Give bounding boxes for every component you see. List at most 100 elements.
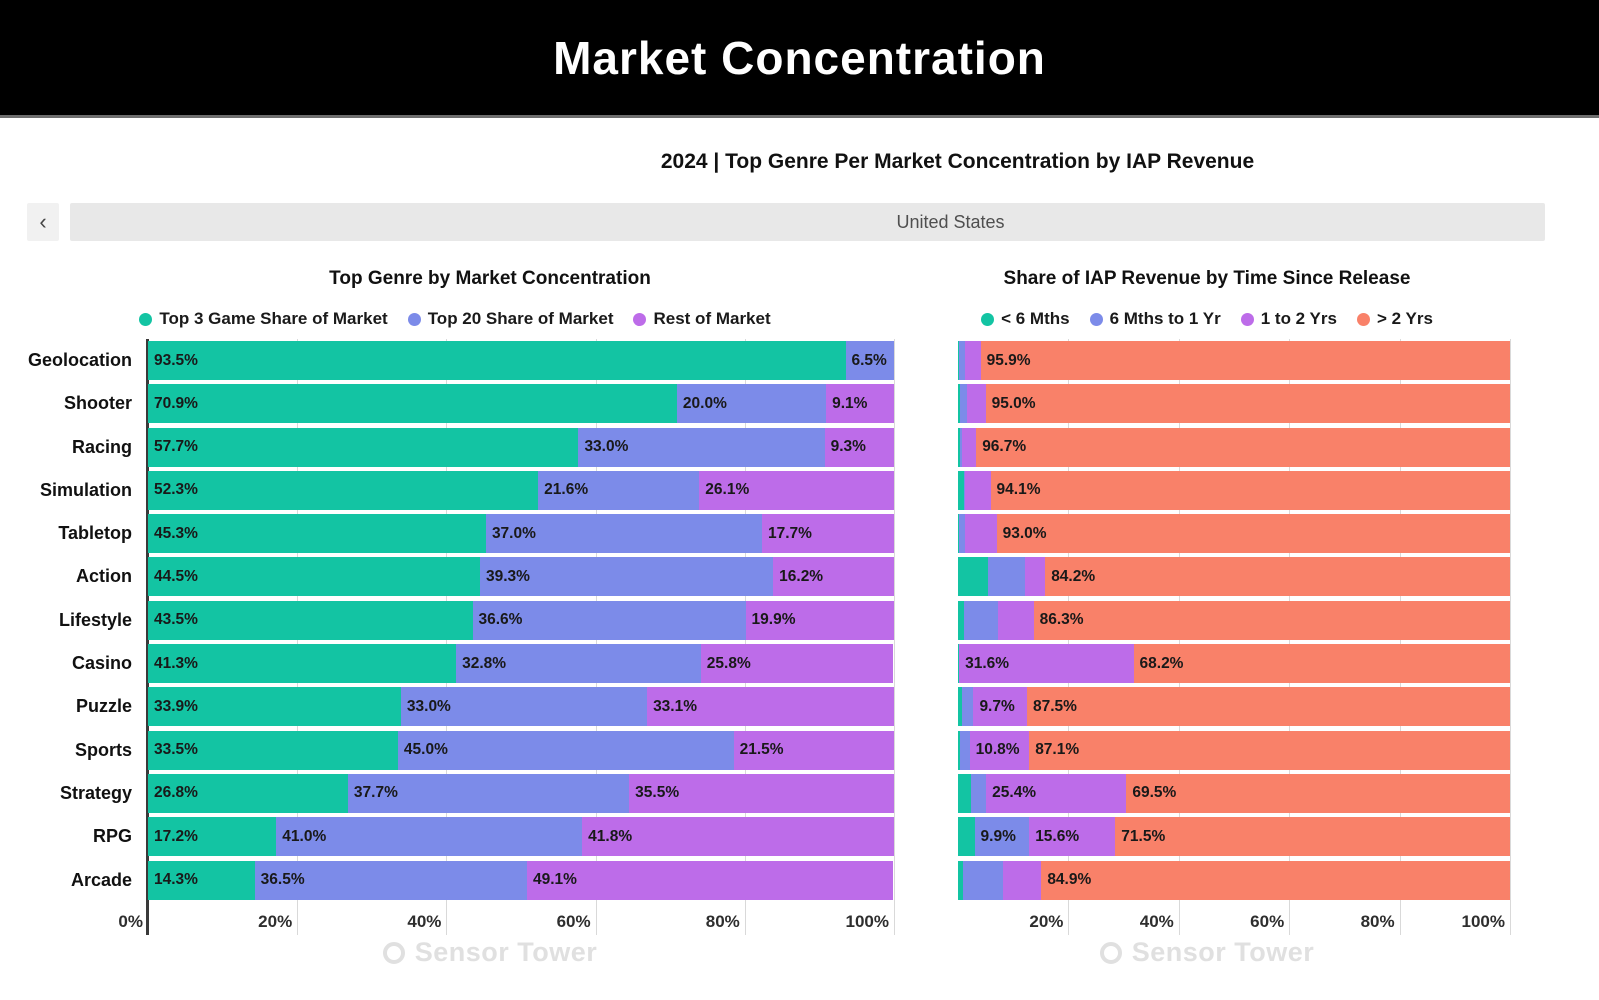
bar-row-tabletop: 45.3% 37.0% 17.7% (148, 514, 894, 554)
legend-item-label: < 6 Mths (1001, 309, 1070, 328)
genre-label-rpg: RPG (92, 826, 132, 847)
segment-value-label: 71.5% (1121, 827, 1166, 845)
bar-segment--6-mths (958, 860, 963, 900)
bar-row-strategy: 26.8% 37.7% 35.5% (148, 773, 894, 813)
bar-segment-top-3-game-share-of-market: 17.2% (148, 817, 277, 857)
bar-row-shooter: 70.9% 20.0% 9.1% (148, 384, 894, 424)
sensor-tower-logo-icon (382, 941, 405, 964)
bar-row-simulation: 94.1% (958, 470, 1510, 510)
legend-item--2-yrs[interactable]: > 2 Yrs (1356, 309, 1433, 329)
segment-value-label: 26.8% (154, 784, 198, 802)
segment-value-label: 9.9% (980, 827, 1016, 845)
segment-value-label: 9.1% (832, 394, 868, 412)
right-chart-x-axis: 20% 40% 60% 80% 100% (958, 912, 1510, 936)
bar-segment-top-3-game-share-of-market: 70.9% (148, 384, 677, 424)
bar-segment--2-yrs: 94.1% (990, 470, 1510, 510)
bar-segment--2-yrs: 68.2% (1133, 644, 1510, 684)
legend-item-label: 6 Mths to 1 Yr (1109, 309, 1221, 328)
bar-row-simulation: 52.3% 21.6% 26.1% (148, 470, 894, 510)
legend-item-top-3-game-share-of-market[interactable]: Top 3 Game Share of Market (139, 309, 388, 329)
genre-label-racing: Racing (71, 436, 132, 457)
segment-value-label: 93.0% (1002, 524, 1047, 542)
segment-value-label: 20.0% (682, 394, 727, 412)
bar-segment-top-3-game-share-of-market: 33.5% (148, 730, 398, 770)
bar-segment--2-yrs: 95.0% (985, 384, 1510, 424)
segment-value-label: 31.6% (965, 654, 1010, 672)
bar-row-racing: 57.7% 33.0% 9.3% (148, 427, 894, 467)
bar-segment--6-mths (958, 470, 964, 510)
genre-label-geolocation: Geolocation (27, 350, 132, 370)
legend-item-6-mths-to-1-yr[interactable]: 6 Mths to 1 Yr (1089, 309, 1221, 329)
bar-row-strategy: 25.4% 69.5% (958, 773, 1510, 813)
gridline-100 (894, 339, 895, 935)
bar-segment--2-yrs: 69.5% (1126, 773, 1510, 813)
bar-segment-6-mths-to-1-yr (970, 773, 987, 813)
segment-value-label: 6.5% (851, 351, 887, 369)
segment-value-label: 21.6% (544, 481, 589, 499)
legend-dot-icon (1356, 312, 1370, 326)
segment-value-label: 95.9% (986, 351, 1031, 369)
bar-row-geolocation: 93.5% 6.5% (148, 341, 894, 380)
legend-item-rest-of-market[interactable]: Rest of Market (633, 309, 771, 329)
bar-row-lifestyle: 43.5% 36.6% 19.9% (148, 600, 894, 640)
bar-row-tabletop: 93.0% (958, 514, 1510, 554)
bar-segment--6-mths (958, 557, 988, 597)
bar-segment-6-mths-to-1-yr (987, 557, 1026, 597)
bar-segment-6-mths-to-1-yr (958, 644, 960, 684)
chevron-left-icon: ‹ (39, 209, 47, 234)
right-chart-plot: 95.9% 95.0% 96.7% 94.1% 93.0% 84.2% 86.3% 31.6%… (958, 341, 1510, 904)
x-tick-label-60: 60% (1250, 912, 1285, 931)
bar-row-sports: 33.5% 45.0% 21.5% (148, 730, 894, 770)
legend-item--6-mths[interactable]: < 6 Mths (981, 309, 1070, 329)
bar-segment-rest-of-market: 33.1% (647, 687, 894, 727)
genre-label-lifestyle: Lifestyle (58, 609, 132, 630)
legend-dot-icon (633, 312, 647, 326)
bar-segment-1-to-2-yrs (965, 470, 991, 510)
segment-value-label: 17.2% (154, 827, 198, 845)
bar-segment--2-yrs: 71.5% (1115, 817, 1510, 857)
genre-label-tabletop: Tabletop (58, 523, 132, 544)
segment-value-label: 87.5% (1032, 697, 1077, 715)
legend-item-1-to-2-yrs[interactable]: 1 to 2 Yrs (1240, 309, 1337, 329)
segment-value-label: 33.1% (653, 697, 698, 715)
legend-item-top-20-share-of-market[interactable]: Top 20 Share of Market (407, 309, 614, 329)
watermark-right: Sensor Tower (1047, 937, 1367, 968)
bar-segment-top-3-game-share-of-market: 52.3% (148, 470, 539, 510)
bar-segment-rest-of-market: 19.9% (745, 600, 894, 640)
bar-segment-top-20-share-of-market: 39.3% (479, 557, 774, 597)
segment-value-label: 84.2% (1051, 567, 1096, 585)
legend-dot-icon (1240, 312, 1254, 326)
bar-segment--2-yrs: 87.1% (1029, 730, 1510, 770)
segment-value-label: 41.0% (282, 827, 327, 845)
legend-dot-icon (407, 312, 421, 326)
legend-item-label: > 2 Yrs (1376, 309, 1433, 328)
bar-segment-top-20-share-of-market: 36.6% (472, 600, 746, 640)
legend-item-label: Top 3 Game Share of Market (159, 309, 388, 328)
segment-value-label: 25.8% (706, 654, 751, 672)
bar-segment-1-to-2-yrs (967, 384, 986, 424)
region-filter-bar[interactable]: United States (70, 203, 1545, 241)
segment-value-label: 39.3% (485, 567, 530, 585)
right-chart-title: Share of IAP Revenue by Time Since Relea… (1003, 268, 1411, 289)
left-chart-y-axis-line (146, 339, 149, 935)
bar-segment--6-mths (958, 773, 971, 813)
left-chart-x-axis: 0% 20% 40% 60% 80% 100% (118, 912, 894, 936)
bar-segment-rest-of-market: 25.8% (700, 644, 894, 684)
back-button[interactable]: ‹ (27, 203, 59, 241)
bar-row-rpg: 9.9% 15.6% 71.5% (958, 817, 1510, 857)
legend-item-label: Top 20 Share of Market (427, 309, 614, 328)
bar-row-arcade: 84.9% (958, 860, 1510, 900)
bar-segment--6-mths (958, 427, 960, 467)
bar-segment-6-mths-to-1-yr (959, 341, 965, 380)
segment-value-label: 96.7% (982, 438, 1027, 456)
bar-segment-top-3-game-share-of-market: 57.7% (148, 427, 579, 467)
bar-segment-6-mths-to-1-yr (959, 427, 962, 467)
legend-dot-icon (139, 312, 153, 326)
bar-segment-6-mths-to-1-yr (959, 514, 965, 554)
segment-value-label: 32.8% (462, 654, 507, 672)
legend-item-label: 1 to 2 Yrs (1260, 309, 1337, 328)
bar-segment-1-to-2-yrs: 15.6% (1029, 817, 1116, 857)
segment-value-label: 35.5% (635, 784, 680, 802)
bar-segment-rest-of-market: 16.2% (773, 557, 894, 597)
x-tick-label-80: 80% (705, 912, 740, 931)
